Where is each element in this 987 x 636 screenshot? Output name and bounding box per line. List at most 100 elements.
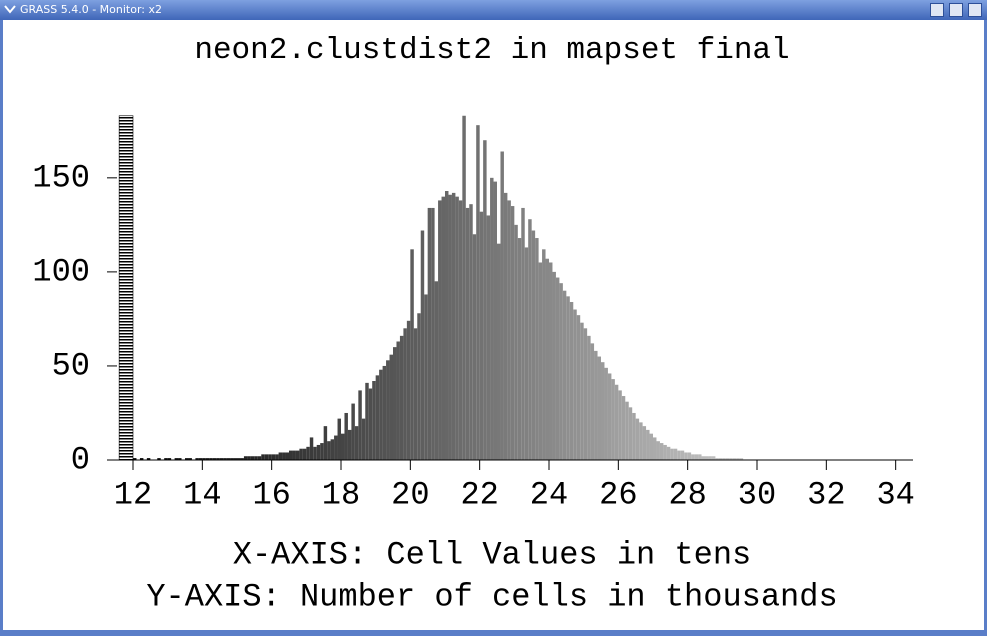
bar — [555, 277, 560, 460]
bar — [393, 347, 397, 460]
bar — [361, 418, 366, 460]
bar — [621, 396, 626, 460]
bar — [438, 200, 442, 460]
bar — [462, 115, 466, 461]
bar — [573, 309, 577, 460]
bar — [178, 458, 182, 460]
bar — [164, 458, 168, 460]
bar — [711, 456, 716, 460]
bar — [358, 390, 362, 460]
bar — [282, 452, 286, 460]
bar — [386, 360, 390, 460]
x-tick-label: 24 — [530, 476, 568, 513]
x-tick-label: 18 — [322, 476, 360, 513]
bar — [202, 458, 206, 460]
bar — [223, 458, 227, 460]
bar — [275, 454, 279, 460]
bar — [295, 450, 300, 460]
bar — [500, 151, 504, 461]
bar — [278, 452, 283, 460]
bar — [583, 328, 588, 460]
y-tick-label: 0 — [71, 441, 90, 478]
bar — [195, 458, 199, 460]
x-tick-label: 28 — [668, 476, 706, 513]
bar — [230, 458, 234, 460]
bar — [542, 249, 546, 460]
close-button[interactable] — [968, 3, 982, 17]
bar — [469, 204, 473, 460]
bar — [535, 238, 539, 460]
bar — [517, 238, 522, 460]
bar — [635, 418, 640, 460]
bar — [375, 375, 380, 460]
bar — [510, 206, 515, 460]
bar — [458, 200, 463, 460]
bar — [327, 441, 331, 460]
bar — [490, 177, 494, 461]
maximize-button[interactable] — [949, 3, 963, 17]
bar — [413, 328, 418, 460]
bar — [670, 448, 674, 460]
bar — [680, 450, 685, 460]
bar — [483, 140, 487, 460]
bar — [677, 450, 681, 460]
bar — [431, 207, 435, 460]
bar — [698, 454, 702, 460]
bar — [497, 243, 501, 460]
bar — [528, 219, 532, 460]
bar — [212, 458, 217, 460]
bar — [330, 439, 335, 460]
bar — [382, 365, 387, 460]
bar — [569, 301, 574, 460]
bar — [562, 290, 567, 460]
menu-icon[interactable] — [2, 0, 18, 20]
bar — [219, 458, 224, 460]
bar — [684, 452, 688, 460]
bar — [601, 362, 605, 460]
bar — [320, 443, 324, 460]
bar — [659, 443, 664, 460]
bar — [133, 458, 137, 460]
bar — [566, 296, 570, 460]
bar — [285, 452, 289, 460]
x-tick-label: 22 — [460, 476, 498, 513]
bar — [313, 446, 317, 460]
chart: neon2.clustdist2 in mapset final X-AXIS:… — [32, 33, 914, 615]
bar — [597, 356, 601, 460]
bar — [344, 412, 348, 460]
bar — [614, 384, 619, 460]
x-tick-label: 20 — [391, 476, 429, 513]
bar — [368, 388, 373, 460]
bar — [233, 458, 237, 460]
bar — [226, 458, 231, 460]
bar — [250, 456, 255, 460]
bar — [237, 458, 241, 460]
bar — [725, 458, 730, 460]
bar — [337, 418, 341, 460]
bar — [174, 458, 179, 460]
bar — [254, 456, 258, 460]
bar — [639, 422, 643, 460]
bar — [406, 320, 411, 460]
bar — [434, 281, 439, 460]
bar — [261, 454, 265, 460]
bar — [427, 207, 432, 460]
bar — [372, 380, 376, 460]
bar — [472, 234, 477, 460]
bar — [188, 458, 192, 460]
x-tick-label: 16 — [252, 476, 290, 513]
bar — [552, 271, 556, 460]
bar — [632, 412, 636, 460]
bar — [268, 454, 272, 460]
bar — [289, 450, 293, 460]
y-axis-label: Y-AXIS: Number of cells in thousands — [146, 578, 837, 615]
bar — [503, 192, 508, 461]
bar — [323, 426, 328, 460]
bar — [718, 458, 723, 460]
minimize-button[interactable] — [930, 3, 944, 17]
bar — [146, 458, 151, 460]
bar — [486, 215, 491, 460]
bar — [646, 429, 650, 460]
bar — [479, 211, 484, 460]
monitor-canvas: neon2.clustdist2 in mapset final X-AXIS:… — [3, 20, 984, 630]
